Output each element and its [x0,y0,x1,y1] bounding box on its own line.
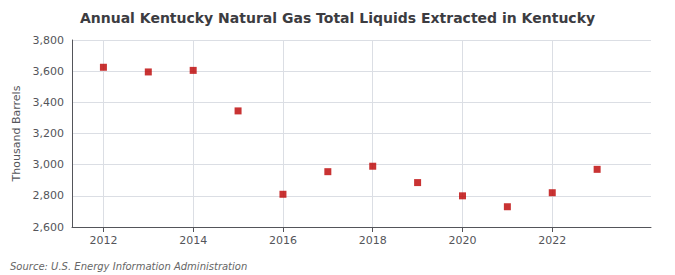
svg-text:2014: 2014 [179,234,207,247]
svg-text:3,000: 3,000 [33,158,65,171]
svg-text:2,600: 2,600 [33,221,65,234]
svg-text:2020: 2020 [448,234,476,247]
svg-text:Source: U.S. Energy Informatio: Source: U.S. Energy Information Administ… [10,261,247,272]
svg-text:2012: 2012 [89,234,117,247]
svg-text:Annual Kentucky Natural Gas To: Annual Kentucky Natural Gas Total Liquid… [80,10,595,26]
svg-text:3,800: 3,800 [33,34,65,47]
svg-text:2022: 2022 [538,234,566,247]
svg-text:2,800: 2,800 [33,189,65,202]
svg-text:2016: 2016 [269,234,297,247]
svg-text:3,600: 3,600 [33,65,65,78]
svg-text:3,200: 3,200 [33,127,65,140]
svg-text:Thousand Barrels: Thousand Barrels [10,85,23,182]
svg-text:3,400: 3,400 [33,96,65,109]
svg-text:2018: 2018 [359,234,387,247]
